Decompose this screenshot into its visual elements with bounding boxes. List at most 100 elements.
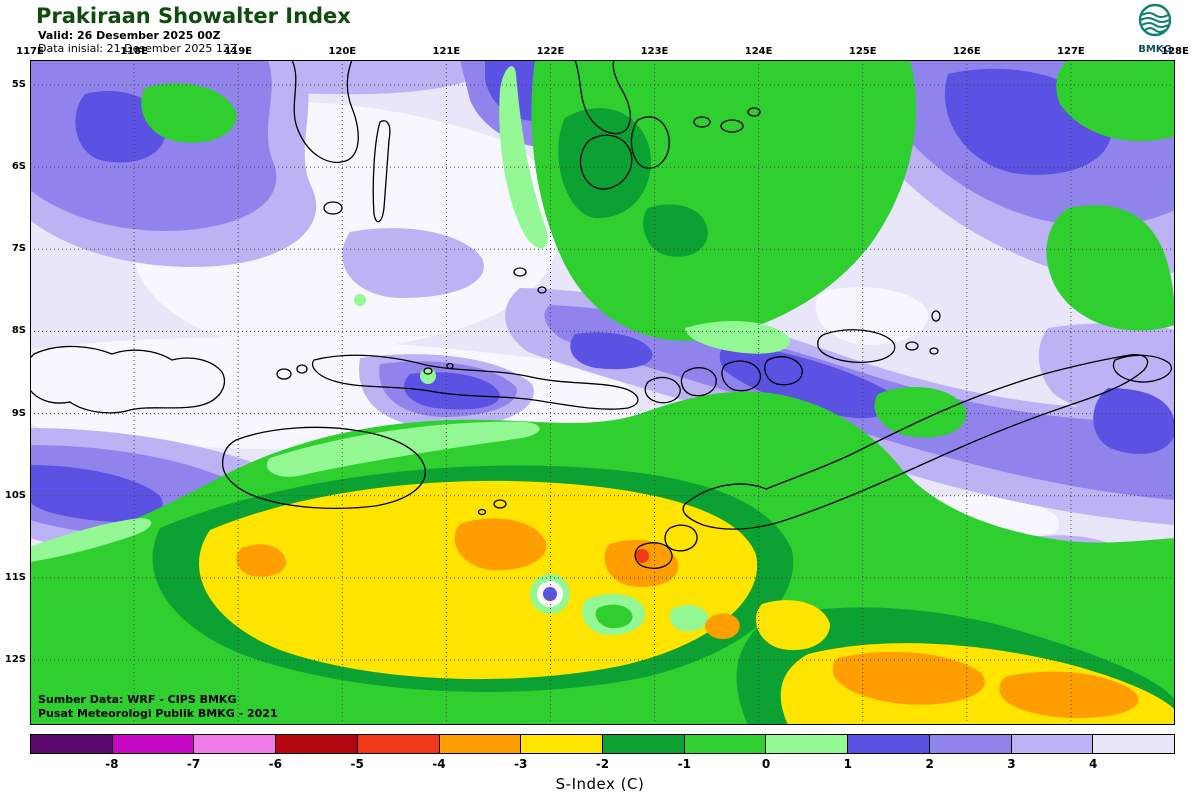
coastline — [634, 542, 673, 569]
coastline — [644, 376, 681, 404]
contour-region — [643, 204, 708, 257]
coastline — [446, 362, 454, 370]
coastline — [682, 354, 1149, 530]
lon-tick-label: 118E — [120, 46, 148, 57]
coastline — [323, 201, 343, 215]
lat-tick-label: 9S — [11, 407, 26, 419]
lat-tick-label: 10S — [4, 489, 26, 501]
lat-tick-label: 7S — [11, 243, 26, 255]
coastline — [579, 134, 633, 190]
coastline — [680, 367, 717, 397]
coastline — [574, 60, 632, 135]
contour-region — [874, 387, 967, 438]
contour-region — [635, 549, 649, 563]
grid-lines — [30, 60, 1175, 725]
initial-time-label: Data inisial: 21 Desember 2025 12Z — [38, 42, 238, 55]
lon-tick-label: 123E — [640, 46, 669, 57]
lon-tick-label: 119E — [224, 46, 253, 57]
lat-tick-label: 8S — [11, 325, 26, 337]
map-border — [30, 60, 1175, 725]
contour-region — [266, 421, 540, 477]
map-frame: Sumber Data: WRF - CIPS BMKG Pusat Meteo… — [30, 60, 1175, 725]
colorbar-cell — [1092, 734, 1176, 754]
lon-tick-label: 125E — [848, 46, 877, 57]
coastline — [311, 354, 639, 410]
lon-tick-label: 117E — [16, 46, 44, 57]
lon-tick-label: 121E — [432, 46, 461, 57]
coastline — [721, 360, 762, 392]
bmkg-logo: BMKG — [1134, 2, 1176, 58]
coastline — [764, 356, 803, 386]
bmkg-logo-text: BMKG — [1138, 44, 1172, 55]
page-title: Prakiraan Showalter Index — [36, 4, 351, 28]
coastline — [664, 524, 698, 552]
contour-region — [454, 518, 547, 571]
contour-region — [1093, 388, 1175, 454]
colorbar-cell — [683, 734, 767, 754]
colorbar-cell — [847, 734, 930, 754]
colorbar-tick-label: -7 — [186, 757, 201, 771]
coastline — [537, 286, 547, 294]
contour-region — [604, 539, 679, 587]
coastline — [693, 116, 711, 128]
colorbar-cell — [356, 734, 440, 754]
lon-tick-label: 126E — [952, 46, 981, 57]
contour-region — [236, 544, 287, 577]
colorbar-tick-label: 0 — [761, 757, 771, 771]
credit-line-1: Sumber Data: WRF - CIPS BMKG — [38, 693, 237, 706]
colorbar-tick-label: -3 — [514, 757, 528, 771]
lat-tick-label: 11S — [4, 571, 26, 583]
contour-region — [420, 368, 436, 384]
lat-tick-label: 5S — [11, 79, 26, 90]
contour-region — [543, 587, 557, 601]
colorbar-cell — [275, 734, 358, 754]
contour-region — [755, 600, 830, 651]
colorbar-cell — [30, 734, 113, 754]
coastline — [513, 267, 527, 277]
coastline — [276, 368, 292, 380]
coastline — [423, 367, 433, 375]
contour-region — [1046, 205, 1175, 331]
coastline — [291, 60, 359, 163]
coastlines — [30, 60, 1172, 569]
coastline — [747, 107, 761, 117]
contour-region — [558, 108, 651, 219]
colorbar-cell — [193, 734, 277, 754]
colorbar-tick-label: 2 — [925, 757, 934, 771]
contour-region — [354, 294, 366, 306]
colorbar-tick-label: -6 — [268, 757, 283, 771]
colorbar — [30, 734, 1176, 754]
lat-tick-label: 6S — [11, 161, 26, 173]
coastline — [1112, 354, 1172, 383]
contour-region — [999, 671, 1139, 719]
colorbar-tick-label: -8 — [105, 757, 119, 771]
colorbar-cell — [602, 734, 685, 754]
lon-tick-label: 128E — [1161, 46, 1189, 57]
coastline — [630, 116, 670, 169]
contour-region — [499, 66, 548, 249]
coastline — [905, 341, 919, 351]
data-source-credit: Sumber Data: WRF - CIPS BMKG Pusat Meteo… — [38, 693, 278, 721]
coastline — [493, 499, 507, 509]
colorbar-tick-label: 4 — [1089, 757, 1098, 771]
colorbar-tick-label: -1 — [677, 757, 691, 771]
colorbar-cell — [438, 734, 522, 754]
sindex-map — [30, 60, 1175, 725]
colorbar-cell — [1010, 734, 1094, 754]
contour-region — [30, 465, 163, 522]
contour-region — [832, 651, 985, 705]
coastline — [222, 426, 426, 509]
coastline — [929, 347, 939, 355]
valid-time-label: Valid: 26 Desember 2025 00Z — [38, 29, 221, 42]
colorbar-cell — [111, 734, 195, 754]
contour-region — [669, 604, 709, 632]
lat-tick-label: 12S — [4, 654, 26, 665]
contour-region — [342, 228, 484, 298]
coastline — [30, 345, 226, 414]
coastline — [817, 329, 896, 363]
contour-region — [1056, 60, 1175, 142]
colorbar-cell — [520, 734, 604, 754]
contour-region — [570, 332, 653, 370]
colorbar-tick-label: -2 — [595, 757, 610, 771]
